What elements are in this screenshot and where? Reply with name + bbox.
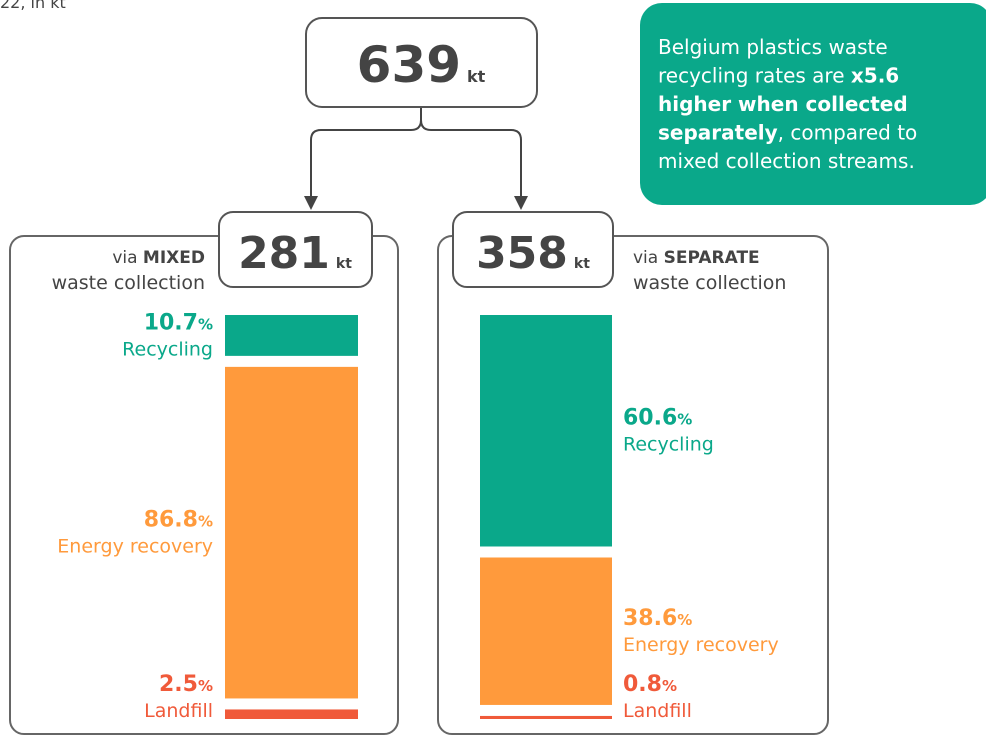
group-label: waste collection xyxy=(633,272,786,294)
group-unit: kt xyxy=(336,256,352,272)
callout-text: higher when collected xyxy=(658,92,908,116)
subtitle: 22, in kt xyxy=(0,0,66,12)
value-label: 2.5% xyxy=(159,672,213,697)
callout-text: x5.6 xyxy=(851,64,899,88)
group-total: 281 kt xyxy=(238,228,352,279)
total-box xyxy=(305,17,538,108)
unit: % xyxy=(198,677,213,695)
value: 86.8 xyxy=(144,508,198,533)
arrow xyxy=(304,196,318,210)
bar-segment xyxy=(225,366,358,699)
callout-line: higher when collected xyxy=(658,92,908,116)
group-box xyxy=(218,211,373,288)
callout-text: , compared to xyxy=(778,121,918,145)
arrow xyxy=(514,196,528,210)
callout-line: mixed collection streams. xyxy=(658,149,915,173)
callout-line: recycling rates are x5.6 xyxy=(658,64,899,88)
callout-text: Belgium plastics waste xyxy=(658,35,888,59)
label-bold: SEPARATE xyxy=(664,248,760,268)
segment-name: Landfill xyxy=(623,700,692,722)
value-label: 0.8% xyxy=(623,672,677,697)
bar-segment xyxy=(225,709,358,719)
total-unit: kt xyxy=(467,67,486,86)
unit: % xyxy=(677,411,692,429)
group-value: 358 xyxy=(476,228,568,279)
panel xyxy=(9,235,399,735)
callout-box xyxy=(640,3,986,205)
callout-text: recycling rates are xyxy=(658,64,851,88)
value: 10.7 xyxy=(144,310,198,335)
bar-segment xyxy=(480,315,612,547)
callout-line: Belgium plastics waste xyxy=(658,35,888,59)
panel xyxy=(437,235,829,735)
value: 0.8 xyxy=(623,672,662,697)
label-prefix: via xyxy=(633,248,664,268)
callout-text: mixed collection streams. xyxy=(658,149,915,173)
segment-name: Energy recovery xyxy=(57,536,213,558)
value-label: 60.6% xyxy=(623,406,692,431)
group-total: 358 kt xyxy=(476,228,590,279)
value: 2.5 xyxy=(159,672,198,697)
segment-name: Energy recovery xyxy=(623,634,779,656)
connector xyxy=(310,107,522,198)
value: 38.6 xyxy=(623,606,677,631)
segment-name: Recycling xyxy=(623,434,714,456)
bar-segment xyxy=(480,557,612,705)
label-prefix: via xyxy=(112,248,143,268)
callout-text: separately xyxy=(658,121,778,145)
value-label: 10.7% xyxy=(144,310,213,335)
value: 60.6 xyxy=(623,406,677,431)
segment-name: Recycling xyxy=(122,338,213,360)
group-label: via SEPARATE xyxy=(633,248,760,268)
unit: % xyxy=(198,315,213,333)
value-label: 86.8% xyxy=(144,508,213,533)
group-label: waste collection xyxy=(52,272,205,294)
callout-line: separately, compared to xyxy=(658,121,917,145)
total-value: 639 xyxy=(357,36,461,94)
label-bold: MIXED xyxy=(143,248,205,268)
group-unit: kt xyxy=(574,256,590,272)
group-value: 281 xyxy=(238,228,330,279)
bar-segment xyxy=(225,315,358,356)
bar-segment xyxy=(480,715,612,719)
unit: % xyxy=(677,611,692,629)
value-label: 38.6% xyxy=(623,606,692,631)
group-label: via MIXED xyxy=(112,248,205,268)
group-box xyxy=(452,211,614,288)
segment-name: Landfill xyxy=(144,700,213,722)
total-label: 639 kt xyxy=(357,36,486,94)
unit: % xyxy=(198,513,213,531)
unit: % xyxy=(662,677,677,695)
